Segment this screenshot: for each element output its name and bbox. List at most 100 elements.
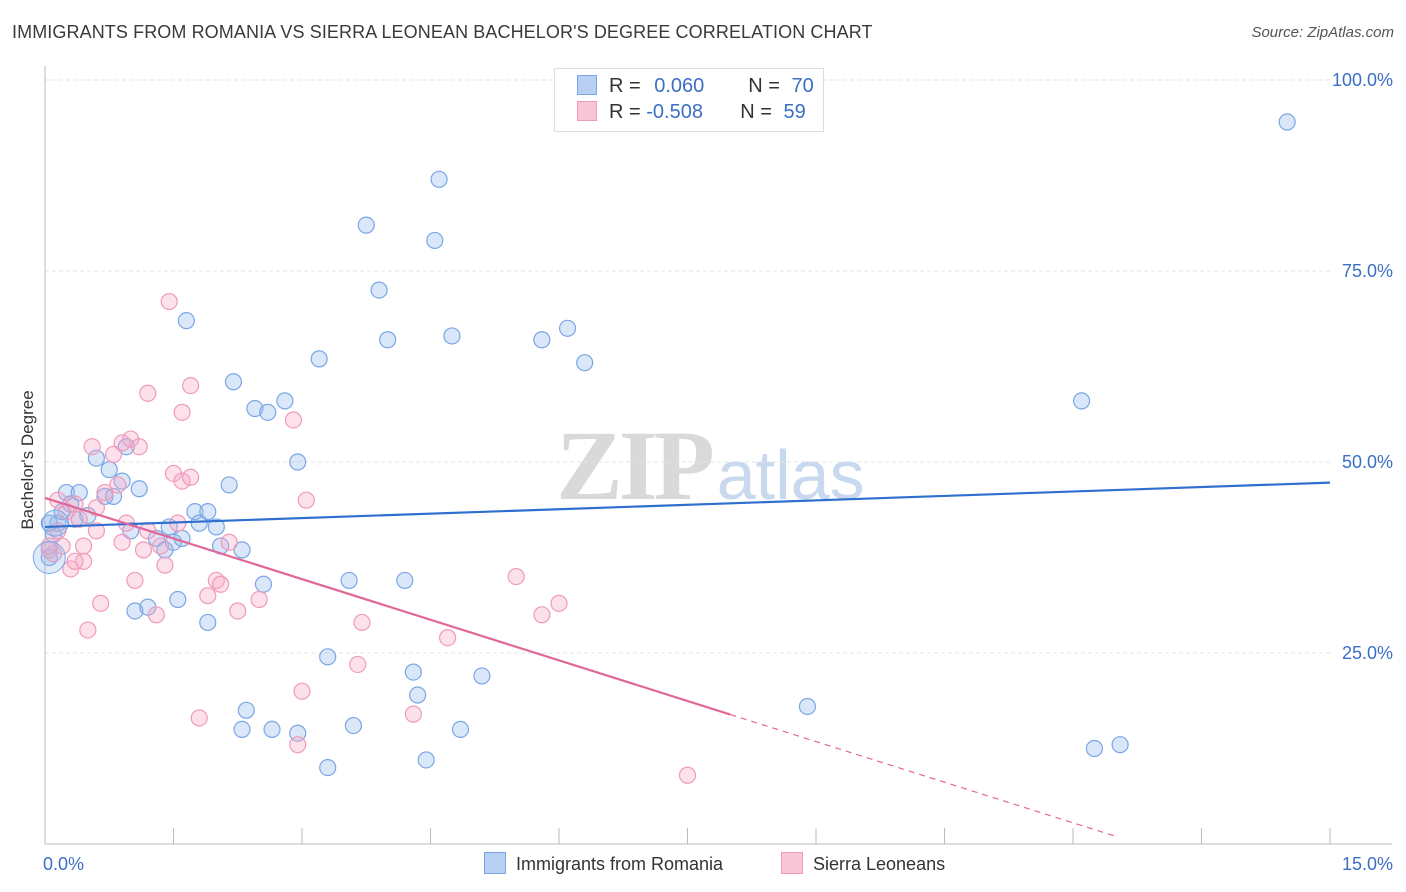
watermark-zip: ZIP bbox=[556, 410, 715, 521]
stats-r-label: R = bbox=[609, 101, 647, 123]
point-sierra-leone bbox=[212, 575, 230, 593]
grid-lines bbox=[45, 79, 1330, 654]
point-sierra-leone bbox=[349, 655, 367, 674]
point-romania bbox=[451, 720, 470, 739]
point-romania bbox=[533, 331, 551, 349]
point-sierra-leone bbox=[173, 472, 191, 490]
point-romania bbox=[169, 590, 187, 609]
stats-r-value: 0.060 bbox=[654, 75, 705, 97]
stats-n-value: 59 bbox=[783, 101, 806, 123]
y-tick-label: 100.0% bbox=[1332, 70, 1393, 90]
point-sierra-leone bbox=[160, 292, 178, 311]
legend-label-romania: Immigrants from Romania bbox=[516, 854, 724, 874]
point-sierra-leone bbox=[113, 533, 131, 551]
point-sierra-leone bbox=[70, 510, 88, 528]
point-sierra-leone bbox=[130, 438, 148, 456]
y-axis-label: Bachelor's Degree bbox=[18, 390, 37, 530]
point-sierra-leone bbox=[134, 541, 153, 559]
point-romania bbox=[246, 399, 264, 418]
point-romania bbox=[233, 720, 251, 739]
point-romania bbox=[558, 319, 577, 337]
point-romania bbox=[177, 312, 195, 330]
trend-lines bbox=[44, 481, 1331, 837]
point-romania bbox=[207, 518, 225, 536]
x-tick-label: 15.0% bbox=[1342, 854, 1393, 874]
chart-title: IMMIGRANTS FROM ROMANIA VS SIERRA LEONEA… bbox=[12, 22, 873, 42]
point-sierra-leone bbox=[66, 552, 84, 570]
point-romania bbox=[1111, 736, 1129, 754]
legend-item-romania[interactable]: Immigrants from Romania bbox=[484, 852, 723, 875]
point-sierra-leone bbox=[182, 377, 200, 395]
point-romania bbox=[130, 480, 148, 498]
point-romania bbox=[798, 697, 817, 716]
stats-swatch-sierra-leone bbox=[577, 101, 597, 121]
trend-line-romania bbox=[44, 481, 1331, 529]
point-sierra-leone bbox=[533, 606, 551, 624]
point-romania bbox=[100, 461, 118, 479]
point-sierra-leone bbox=[139, 384, 157, 402]
point-romania bbox=[289, 453, 307, 471]
point-sierra-leone bbox=[199, 587, 217, 605]
point-romania bbox=[263, 720, 281, 739]
legend-item-sierra-leone[interactable]: Sierra Leoneans bbox=[781, 852, 945, 875]
legend-swatch-romania bbox=[484, 852, 506, 874]
point-sierra-leone bbox=[353, 613, 371, 632]
point-romania bbox=[396, 571, 414, 590]
point-romania bbox=[310, 350, 328, 368]
point-sierra-leone bbox=[113, 434, 131, 452]
legend-swatch-sierra-leone bbox=[781, 852, 803, 874]
point-romania bbox=[32, 541, 66, 574]
point-romania bbox=[233, 541, 251, 559]
point-romania bbox=[254, 575, 273, 593]
point-sierra-leone bbox=[147, 606, 165, 624]
point-romania bbox=[426, 231, 444, 250]
y-tick-label: 25.0% bbox=[1342, 643, 1393, 663]
point-romania bbox=[409, 686, 427, 704]
point-romania bbox=[1278, 113, 1296, 131]
stats-r-label: R = bbox=[609, 75, 647, 97]
point-sierra-leone bbox=[92, 594, 110, 612]
point-romania bbox=[1072, 392, 1091, 410]
point-sierra-leone bbox=[53, 537, 71, 555]
y-tick-label: 75.0% bbox=[1342, 261, 1393, 281]
point-romania bbox=[443, 327, 461, 345]
data-points bbox=[32, 113, 1296, 784]
tick-labels: 25.0% 50.0% 75.0% 100.0% 0.0% 15.0% bbox=[43, 70, 1393, 874]
y-tick-label: 50.0% bbox=[1342, 452, 1393, 472]
watermark: ZIPatlas bbox=[556, 408, 865, 523]
point-sierra-leone bbox=[109, 476, 127, 494]
point-romania bbox=[417, 751, 435, 769]
point-romania bbox=[404, 663, 422, 681]
point-sierra-leone bbox=[182, 468, 200, 486]
point-romania bbox=[357, 216, 375, 234]
stats-n-label: N = bbox=[740, 101, 778, 123]
point-romania bbox=[379, 331, 397, 349]
point-romania bbox=[1085, 739, 1104, 758]
point-romania bbox=[576, 354, 594, 372]
point-sierra-leone bbox=[289, 736, 307, 754]
point-romania bbox=[199, 503, 217, 521]
point-sierra-leone bbox=[297, 491, 315, 509]
x-tick-label: 0.0% bbox=[43, 854, 84, 874]
point-sierra-leone bbox=[284, 411, 303, 429]
point-sierra-leone bbox=[173, 403, 191, 421]
point-sierra-leone bbox=[220, 533, 238, 551]
point-sierra-leone bbox=[156, 556, 174, 574]
point-sierra-leone bbox=[229, 602, 247, 620]
point-romania bbox=[259, 403, 277, 421]
point-sierra-leone bbox=[293, 682, 311, 700]
trend-line-sierra-leone bbox=[44, 496, 731, 716]
point-sierra-leone bbox=[96, 483, 114, 502]
point-romania bbox=[126, 602, 144, 620]
point-sierra-leone bbox=[152, 537, 170, 555]
point-romania bbox=[41, 509, 69, 537]
point-sierra-leone bbox=[190, 709, 208, 727]
point-romania bbox=[319, 648, 337, 666]
point-sierra-leone bbox=[87, 522, 106, 540]
point-sierra-leone bbox=[404, 705, 422, 723]
stats-n-value: 70 bbox=[791, 75, 814, 97]
point-romania bbox=[430, 170, 448, 188]
point-sierra-leone bbox=[250, 590, 268, 609]
point-sierra-leone bbox=[74, 537, 93, 555]
